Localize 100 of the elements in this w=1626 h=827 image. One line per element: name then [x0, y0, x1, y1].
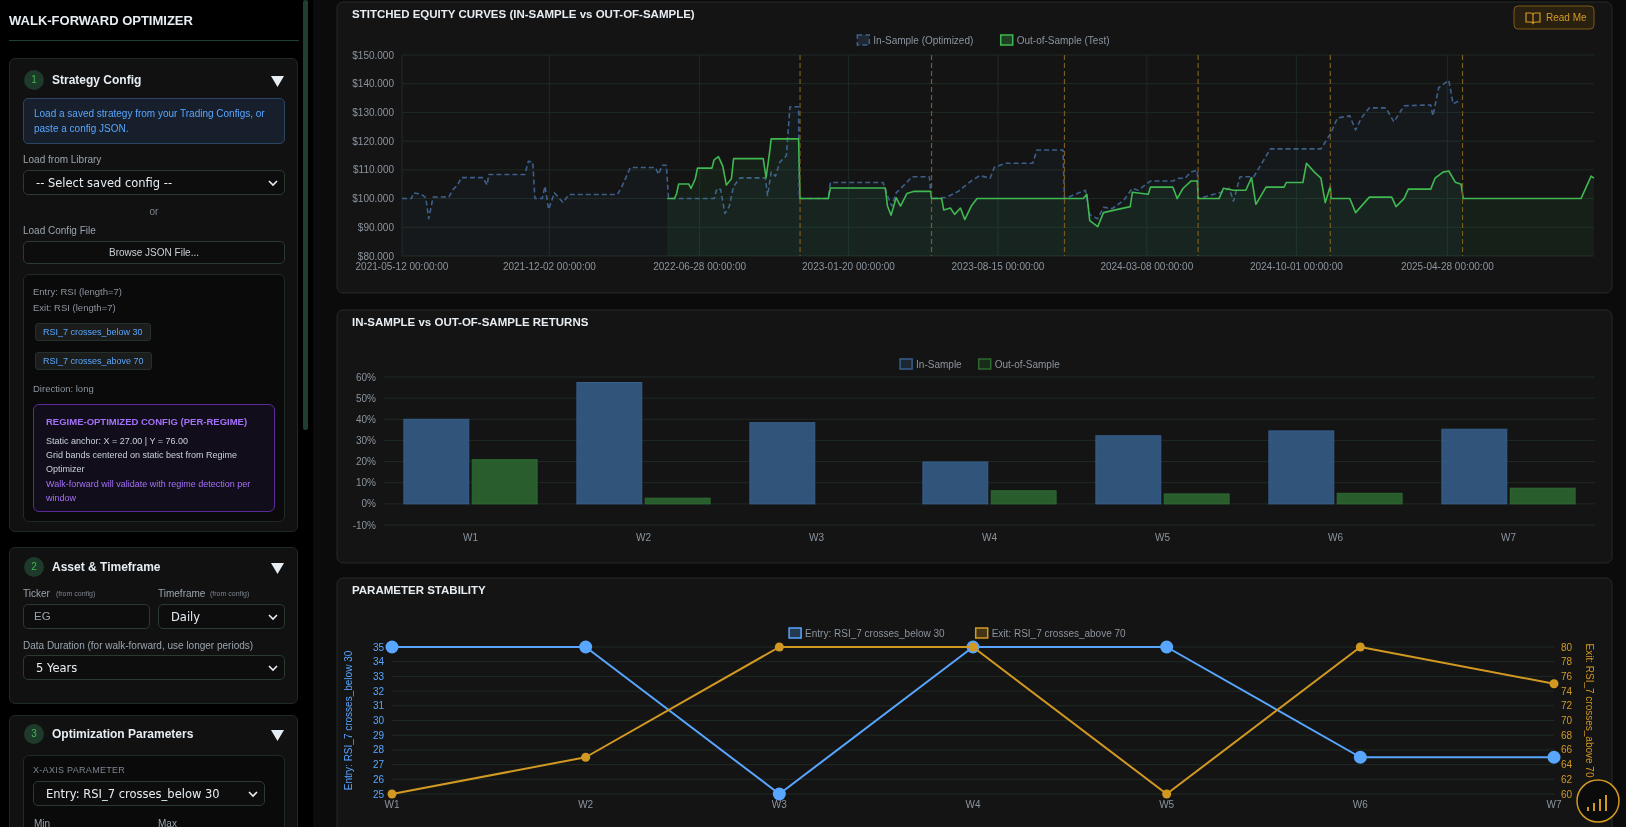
y-tick-label: 0%: [361, 498, 377, 510]
y2-tick-label: 64: [1561, 759, 1573, 771]
text: Timeframe: [158, 588, 206, 599]
text: REGIME-OPTIMIZED CONFIG (PER-REGIME): [46, 416, 248, 427]
bar: [1163, 493, 1230, 505]
y-tick-label: 26: [372, 773, 385, 785]
y-tick-label: 27: [372, 759, 385, 771]
x-tick-label: W2: [578, 799, 594, 810]
x-tick-label: 2021-05-12 00:00:00: [355, 261, 449, 272]
y-tick-label: $90.000: [357, 221, 395, 233]
y-tick-label: $130.000: [352, 106, 395, 118]
point: [385, 640, 399, 654]
chart-title: IN-SAMPLE vs OUT-OF-SAMPLE RETURNS: [352, 316, 589, 328]
bar: [471, 459, 538, 505]
x-tick-label: W7: [1501, 532, 1517, 543]
point: [1162, 789, 1172, 799]
text: Load Config File: [23, 225, 96, 236]
text: WALK-FORWARD OPTIMIZER: [9, 13, 193, 28]
text: Daily: [158, 604, 285, 629]
text: Direction: long: [33, 383, 94, 394]
point: [1355, 642, 1365, 652]
bar: [403, 418, 470, 505]
y-tick-label: -10%: [352, 519, 377, 531]
point: [579, 640, 593, 654]
y-tick-label: 29: [372, 729, 385, 741]
text: Walk-forward will validate with regime detection per window: [46, 478, 252, 505]
text: RSI_7 crosses_above 70: [35, 352, 152, 370]
y-tick-label: 28: [372, 744, 385, 756]
y-tick-label: 25: [372, 788, 385, 800]
point: [1353, 750, 1367, 764]
x-tick-label: W3: [771, 799, 788, 810]
y2-tick-label: 60: [1561, 788, 1573, 800]
x-tick-label: 2022-06-28 00:00:00: [653, 261, 747, 272]
bar: [1509, 487, 1576, 505]
bar: [990, 490, 1057, 505]
bar: [1441, 428, 1508, 505]
x-tick-label: 2023-08-15 00:00:00: [951, 261, 1045, 272]
x-tick-label: 2021-12-02 00:00:00: [502, 261, 597, 272]
point: [772, 787, 786, 801]
text: Max: [158, 818, 177, 827]
x-tick-label: W5: [1155, 532, 1171, 543]
y2-tick-label: 76: [1561, 670, 1573, 682]
y-tick-label: 60%: [355, 371, 377, 383]
x-tick-label: 2024-03-08 00:00:00: [1100, 261, 1194, 272]
legend-label: Out-of-Sample: [994, 358, 1061, 370]
text: 1: [24, 70, 44, 90]
text: Read Me: [1546, 12, 1588, 23]
y-tick-label: $80.000: [357, 250, 395, 262]
text: EG: [23, 604, 150, 629]
y-tick-label: $100.000: [352, 193, 395, 205]
point: [774, 642, 784, 652]
legend-label: Entry: RSI_7 crosses_below 30: [805, 627, 946, 639]
bar: [1095, 435, 1162, 505]
y-tick-label: 32: [372, 685, 385, 697]
text: Data Duration (for walk-forward, use longer periods): [23, 640, 254, 651]
y2-tick-label: 80: [1561, 641, 1573, 653]
text: Entry: RSI_7 crosses_below 30: [33, 781, 265, 806]
bar: [576, 382, 643, 505]
x-tick-label: W7: [1546, 799, 1562, 810]
point: [1547, 750, 1561, 764]
legend-label: In-Sample (Optimized): [873, 34, 974, 46]
text: Strategy Config: [52, 73, 142, 87]
y-tick-label: 10%: [355, 477, 377, 489]
text: Entry: RSI (length=7): [33, 286, 122, 297]
y-tick-label: 30%: [355, 434, 377, 446]
text: Min: [34, 818, 51, 827]
x-tick-label: W1: [463, 532, 479, 543]
point: [1549, 679, 1559, 689]
text: Load from Library: [23, 154, 102, 165]
text: Ticker: [23, 588, 50, 599]
point: [1160, 640, 1174, 654]
y-tick-label: 40%: [355, 413, 377, 425]
point: [387, 789, 397, 799]
x-tick-label: W2: [636, 532, 652, 543]
y2-tick-label: 74: [1561, 685, 1573, 697]
y-tick-label: 50%: [355, 392, 377, 404]
bar: [749, 422, 816, 505]
text: or: [148, 206, 160, 217]
y2-tick-label: 70: [1561, 715, 1573, 726]
text: Load a saved strategy from your Trading Configs, or paste a config JSON.: [23, 98, 285, 144]
text: Browse JSON File...: [23, 241, 285, 264]
bar: [644, 497, 711, 505]
y-tick-label: 35: [372, 641, 385, 653]
y-tick-label: $110.000: [353, 164, 395, 176]
text: Static anchor: X = 27.00 | Y = 76.00: [46, 435, 190, 448]
legend-label: Exit: RSI_7 crosses_above 70: [991, 627, 1127, 639]
y-tick-label: $150.000: [352, 49, 395, 61]
y2-tick-label: 66: [1561, 744, 1573, 756]
bar: [922, 461, 989, 505]
x-tick-label: W1: [384, 799, 400, 810]
x-tick-label: W4: [965, 799, 981, 810]
y-tick-label: 34: [372, 656, 385, 668]
legend-label: Out-of-Sample (Test): [1016, 34, 1110, 46]
y-tick-label: 30: [372, 715, 385, 726]
x-tick-label: W6: [1352, 799, 1369, 810]
text: 2: [24, 557, 44, 577]
chart-title: STITCHED EQUITY CURVES (IN-SAMPLE vs OUT-OF-SAMPLE): [352, 8, 695, 20]
text: Optimization Parameters: [52, 727, 194, 741]
y2-tick-label: 68: [1561, 729, 1573, 741]
y2-axis-title: Exit: RSI_7 crosses_above 70: [1584, 643, 1595, 778]
